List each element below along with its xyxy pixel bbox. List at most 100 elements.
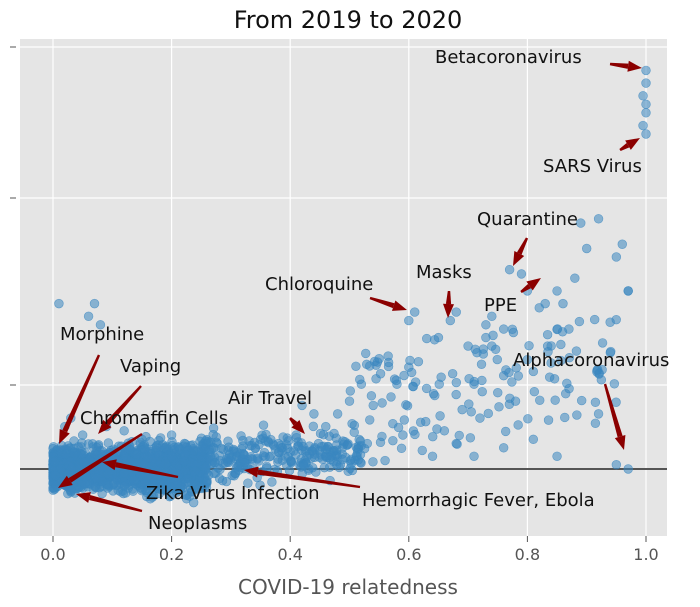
data-point bbox=[522, 355, 533, 365]
data-point bbox=[208, 429, 218, 440]
data-point bbox=[347, 418, 357, 429]
data-point bbox=[55, 463, 66, 474]
data-point bbox=[477, 386, 487, 397]
data-point bbox=[413, 356, 424, 367]
data-point bbox=[556, 355, 566, 366]
data-point bbox=[500, 426, 511, 437]
data-point bbox=[498, 324, 509, 334]
data-point bbox=[69, 436, 79, 446]
data-point bbox=[238, 448, 248, 459]
data-point bbox=[267, 477, 277, 487]
data-point bbox=[142, 487, 152, 498]
data-point bbox=[255, 434, 266, 445]
data-point bbox=[590, 418, 601, 428]
data-point bbox=[119, 481, 130, 491]
data-point bbox=[454, 430, 464, 441]
annotation-arrow bbox=[603, 383, 626, 450]
annotation-arrow bbox=[244, 466, 361, 489]
data-point bbox=[524, 340, 534, 351]
data-point bbox=[208, 443, 218, 453]
data-point bbox=[451, 389, 461, 400]
data-point bbox=[255, 480, 265, 490]
data-point bbox=[368, 400, 378, 411]
data-point bbox=[560, 412, 570, 423]
data-point bbox=[574, 316, 585, 327]
data-point bbox=[120, 468, 130, 479]
data-point bbox=[259, 447, 270, 458]
data-point bbox=[611, 397, 621, 407]
data-point bbox=[243, 478, 253, 488]
data-point bbox=[477, 375, 487, 386]
data-point bbox=[326, 451, 337, 461]
data-point bbox=[103, 468, 114, 479]
data-point bbox=[581, 243, 592, 254]
annotation-labels: Betacoronavirus SARS Virus Quarantine Masks… bbox=[60, 47, 669, 534]
data-point bbox=[504, 264, 515, 275]
data-point bbox=[213, 463, 223, 473]
data-point bbox=[487, 341, 497, 351]
data-point bbox=[404, 315, 414, 326]
data-point bbox=[201, 463, 211, 473]
data-point bbox=[465, 433, 476, 443]
x-tick-label: 1.0 bbox=[633, 545, 658, 564]
data-point bbox=[377, 431, 387, 442]
data-point bbox=[374, 354, 384, 364]
data-point bbox=[258, 420, 269, 430]
data-point bbox=[435, 411, 445, 421]
annotation-label: PPE bbox=[484, 295, 517, 316]
data-point bbox=[345, 463, 355, 474]
annotation-label: Betacoronavirus bbox=[435, 47, 582, 68]
data-point bbox=[494, 402, 504, 412]
data-point bbox=[383, 361, 394, 372]
data-point bbox=[79, 457, 90, 467]
data-point bbox=[355, 449, 366, 460]
data-point bbox=[451, 377, 462, 388]
data-point bbox=[408, 381, 418, 392]
data-point bbox=[346, 454, 357, 465]
data-point bbox=[576, 395, 587, 406]
data-point bbox=[221, 476, 232, 487]
annotation-arrow bbox=[609, 60, 642, 72]
data-point bbox=[546, 358, 556, 368]
data-point bbox=[102, 483, 113, 493]
data-point bbox=[166, 430, 177, 440]
data-point bbox=[498, 371, 509, 381]
data-point bbox=[377, 398, 387, 408]
data-point bbox=[513, 371, 524, 381]
data-point bbox=[83, 311, 94, 322]
annotation-arrow bbox=[369, 296, 407, 311]
data-point bbox=[550, 395, 560, 405]
data-point bbox=[439, 426, 450, 436]
data-point bbox=[399, 415, 410, 425]
data-point bbox=[594, 368, 604, 378]
annotation-label: Zika Virus Infection bbox=[146, 483, 320, 504]
data-point bbox=[338, 454, 348, 465]
data-point bbox=[361, 348, 371, 359]
x-axis-ticks: 0.0 0.2 0.4 0.6 0.8 1.0 bbox=[40, 536, 659, 564]
data-point bbox=[447, 368, 458, 379]
x-tick-label: 0.8 bbox=[515, 545, 540, 564]
data-point bbox=[593, 409, 604, 419]
data-point bbox=[137, 479, 148, 490]
data-point bbox=[283, 436, 294, 446]
data-point bbox=[421, 383, 432, 394]
annotation-arrow bbox=[619, 138, 640, 152]
data-point bbox=[67, 463, 77, 473]
data-point bbox=[552, 286, 562, 296]
data-point bbox=[549, 374, 560, 384]
data-point bbox=[597, 338, 608, 348]
data-point bbox=[393, 422, 404, 433]
data-point bbox=[543, 415, 554, 425]
data-point bbox=[254, 456, 264, 466]
data-point bbox=[297, 400, 307, 411]
data-point bbox=[410, 307, 420, 317]
annotation-arrow bbox=[58, 432, 143, 488]
data-point bbox=[236, 431, 246, 441]
annotation-arrow bbox=[520, 278, 541, 293]
data-point bbox=[593, 214, 604, 224]
data-point bbox=[641, 129, 651, 139]
data-point bbox=[356, 458, 366, 468]
data-point bbox=[556, 339, 566, 350]
data-point bbox=[562, 378, 572, 389]
